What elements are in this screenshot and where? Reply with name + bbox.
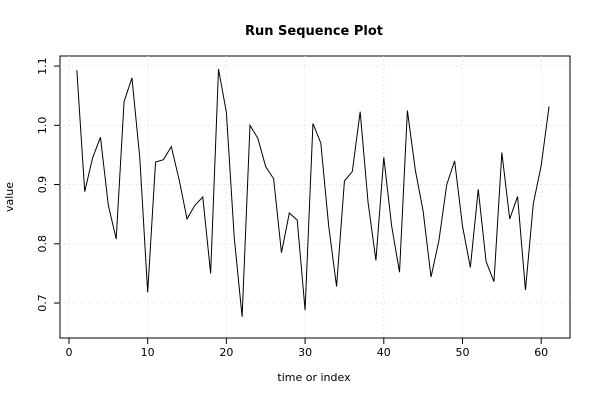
y-tick-label: 1.0	[36, 117, 49, 135]
y-tick-label: 0.7	[36, 294, 49, 312]
x-tick-label: 60	[534, 346, 548, 359]
x-axis-label: time or index	[277, 371, 351, 384]
x-tick-label: 50	[455, 346, 469, 359]
y-tick-label: 0.8	[36, 235, 49, 253]
x-tick-label: 30	[298, 346, 312, 359]
x-tick-label: 20	[219, 346, 233, 359]
chart-title: Run Sequence Plot	[245, 24, 383, 39]
y-tick-label: 0.9	[36, 176, 49, 194]
plot-frame	[59, 55, 571, 339]
y-tick-label: 1.1	[36, 57, 49, 75]
x-tick-label: 0	[65, 346, 72, 359]
line	[76, 68, 550, 317]
x-tick-label: 10	[141, 346, 155, 359]
x-tick-label: 40	[377, 346, 391, 359]
y-axis-label: value	[3, 182, 16, 212]
